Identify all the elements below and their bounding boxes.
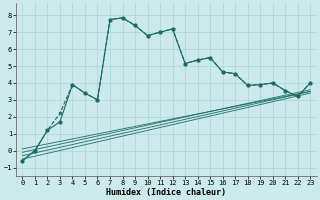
X-axis label: Humidex (Indice chaleur): Humidex (Indice chaleur) [106,188,226,197]
